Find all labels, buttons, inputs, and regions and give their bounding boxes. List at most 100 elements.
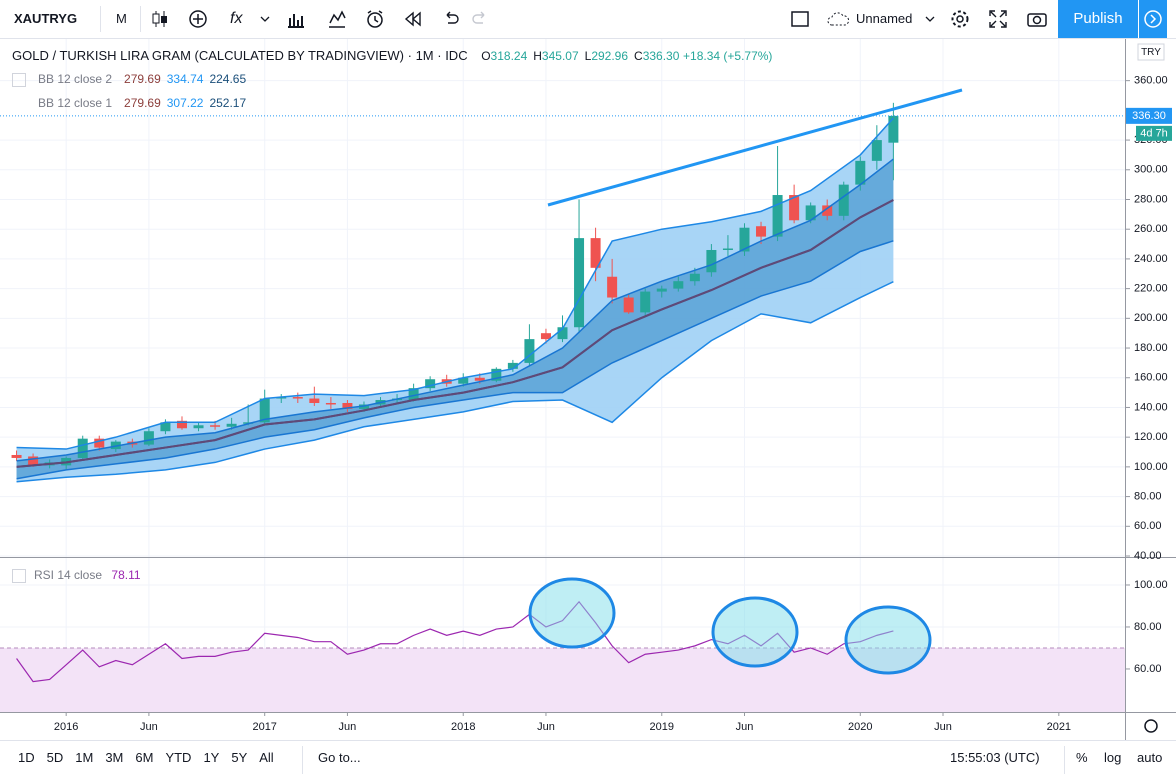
- dropdown-icon[interactable]: [925, 15, 935, 23]
- last-price-box: [1126, 107, 1172, 124]
- cloud-icon[interactable]: [826, 11, 852, 27]
- trend-line[interactable]: [547, 88, 963, 207]
- candle-body: [309, 398, 320, 403]
- x-tick-label: Jun: [339, 721, 357, 733]
- rsi-value: 78.11: [111, 568, 141, 582]
- settings-icon[interactable]: [1144, 719, 1158, 733]
- templates-icon[interactable]: [286, 9, 306, 29]
- dropdown-icon[interactable]: [260, 15, 270, 23]
- range[interactable]: 5Y: [231, 750, 248, 765]
- indicator-name: BB 12 close 1: [38, 96, 113, 110]
- candle-body: [623, 297, 634, 313]
- settings-icon[interactable]: [950, 9, 970, 29]
- ohlc-key: L: [584, 49, 592, 63]
- candle-body: [160, 422, 171, 432]
- ellipse-drawing[interactable]: [528, 577, 616, 649]
- indicator-value: 252.17: [209, 96, 247, 110]
- log-toggle[interactable]: log: [1104, 750, 1122, 765]
- candle-body: [590, 238, 601, 268]
- candle-body: [673, 281, 684, 289]
- fullscreen-icon[interactable]: [988, 9, 1008, 29]
- snapshot-icon[interactable]: [1026, 9, 1048, 29]
- y-tick-label: 180.00: [1134, 342, 1168, 354]
- auto-toggle[interactable]: auto: [1137, 750, 1163, 765]
- indicator-value: 224.65: [209, 72, 247, 86]
- band-basis: [16, 199, 894, 468]
- range[interactable]: 1M: [75, 750, 94, 765]
- symbol[interactable]: XAUTRYG: [14, 11, 78, 26]
- compare-icon[interactable]: [188, 9, 208, 29]
- countdown-label: 4d 7h: [1140, 127, 1168, 139]
- candle-body: [342, 402, 353, 409]
- range[interactable]: 1Y: [203, 750, 220, 765]
- candle-body: [722, 248, 733, 250]
- candle-body: [689, 273, 700, 282]
- y-tick-label: 200.00: [1134, 312, 1168, 324]
- ellipse-drawing[interactable]: [844, 605, 932, 675]
- percent-toggle[interactable]: %: [1076, 750, 1088, 765]
- replay-icon[interactable]: [403, 9, 423, 29]
- x-tick-label: 2021: [1047, 721, 1071, 733]
- candle-body: [193, 425, 204, 429]
- x-tick-label: 2019: [650, 721, 674, 733]
- layout-icon[interactable]: [790, 9, 810, 29]
- ohlc-key: C: [634, 49, 643, 63]
- candle-icon[interactable]: [150, 9, 170, 29]
- indicators-button[interactable]: fx: [230, 10, 243, 27]
- candle-body: [491, 368, 502, 381]
- candle-body: [574, 238, 585, 328]
- ohlc-value: 292.96: [591, 49, 629, 63]
- interval[interactable]: M: [116, 11, 127, 26]
- publish-menu[interactable]: [1139, 0, 1167, 38]
- range[interactable]: 3M: [105, 750, 124, 765]
- x-tick-label: 2017: [252, 721, 276, 733]
- candle-body: [739, 227, 750, 252]
- indicator-legend: BB 12 close 2 279.69 334.74 224.65: [12, 71, 246, 87]
- candle-body: [458, 377, 469, 384]
- ohlc-value: 318.24: [490, 49, 528, 63]
- series-legend: GOLD / TURKISH LIRA GRAM (CALCULATED BY …: [12, 48, 773, 63]
- goto[interactable]: Go to...: [318, 750, 361, 765]
- y-tick-label: 120.00: [1134, 431, 1168, 443]
- y-tick-label: 60.00: [1134, 663, 1162, 675]
- y-tick-label: 360.00: [1134, 75, 1168, 87]
- indicator-value: 307.22: [166, 96, 204, 110]
- range[interactable]: YTD: [165, 750, 192, 765]
- publish-button[interactable]: Publish: [1058, 0, 1138, 38]
- currency-box[interactable]: [1137, 43, 1165, 61]
- candle-body: [259, 398, 270, 423]
- range[interactable]: 6M: [135, 750, 154, 765]
- clock[interactable]: 15:55:03 (UTC): [950, 750, 1040, 765]
- ohlc-key: O: [481, 49, 491, 63]
- y-tick-label: 40.00: [1134, 550, 1162, 562]
- alert-chart-icon[interactable]: [327, 9, 347, 29]
- candle-body: [822, 205, 833, 216]
- layout-name[interactable]: Unnamed: [856, 11, 913, 26]
- separator: [100, 6, 101, 32]
- y-tick-label: 160.00: [1134, 372, 1168, 384]
- candle-body: [640, 291, 651, 313]
- y-tick-label: 100.00: [1134, 461, 1168, 473]
- redo-icon[interactable]: [470, 9, 490, 29]
- title: GOLD / TURKISH LIRA GRAM (CALCULATED BY …: [12, 48, 404, 63]
- candle-body: [756, 226, 767, 237]
- band-lower: [16, 240, 894, 480]
- separator: [1064, 746, 1065, 774]
- range[interactable]: 1D: [18, 750, 35, 765]
- y-tick-label: 80.00: [1134, 621, 1162, 633]
- alert-icon[interactable]: [365, 9, 385, 29]
- ohlc: O318.24 H345.07 L292.96 C336.30: [471, 49, 679, 63]
- ellipse-drawing[interactable]: [711, 596, 799, 668]
- candle-body: [888, 115, 899, 143]
- range[interactable]: 5D: [46, 750, 64, 765]
- indicator-value: 279.69: [124, 96, 161, 110]
- candle-body: [425, 379, 436, 389]
- x-tick-label: Jun: [140, 721, 158, 733]
- source: IDC: [445, 48, 468, 63]
- collapse-box[interactable]: [12, 568, 26, 583]
- range[interactable]: All: [259, 750, 274, 765]
- undo-icon[interactable]: [441, 9, 461, 29]
- candle-body: [507, 362, 518, 369]
- range-bar: 1D 5D 1M 3M 6M YTD 1Y 5Y All: [18, 750, 274, 765]
